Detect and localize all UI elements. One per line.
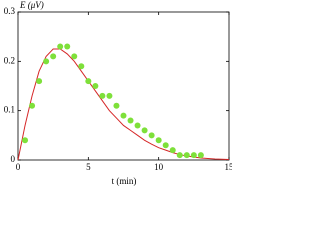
- data-point: [85, 78, 92, 85]
- data-point: [176, 152, 183, 159]
- data-point: [197, 152, 204, 159]
- data-point: [29, 102, 36, 109]
- x-tick-label: 5: [86, 162, 91, 172]
- data-point: [78, 63, 85, 70]
- data-point: [99, 92, 106, 99]
- y-tick-label: 0.1: [4, 105, 15, 115]
- data-point: [64, 43, 71, 50]
- x-axis-label: t (min): [112, 176, 137, 186]
- data-point: [134, 122, 141, 129]
- x-tick-label: 10: [154, 162, 164, 172]
- y-tick-label: 0: [11, 154, 16, 164]
- data-point: [71, 53, 78, 60]
- y-tick-label: 0.2: [4, 55, 15, 65]
- data-point: [169, 147, 176, 154]
- data-point: [36, 78, 43, 85]
- y-axis-label: E (μV): [19, 0, 44, 10]
- plot-frame: [17, 11, 230, 161]
- data-point: [113, 102, 120, 109]
- data-point: [141, 127, 148, 134]
- data-point: [106, 92, 113, 99]
- data-point: [148, 132, 155, 139]
- data-point: [120, 112, 127, 119]
- fit-curve: [17, 48, 230, 161]
- data-point: [92, 83, 99, 89]
- x-tick-label: 15: [225, 162, 233, 172]
- data-point: [22, 137, 29, 144]
- page: {"chart_data": {"type": "scatter", "y_la…: [3, 0, 233, 187]
- data-point: [127, 117, 134, 124]
- data-point: [162, 142, 169, 149]
- data-point: [57, 43, 64, 50]
- data-point: [190, 152, 197, 159]
- x-tick-label: 0: [16, 162, 21, 172]
- chart: E (μV) t (min) 0 0.1 0.2 0.3 0 5 10 15: [4, 0, 233, 186]
- y-tick-label: 0.3: [4, 6, 16, 16]
- data-point: [43, 58, 50, 65]
- data-point: [50, 53, 57, 60]
- data-point: [183, 152, 190, 159]
- data-point: [155, 137, 162, 144]
